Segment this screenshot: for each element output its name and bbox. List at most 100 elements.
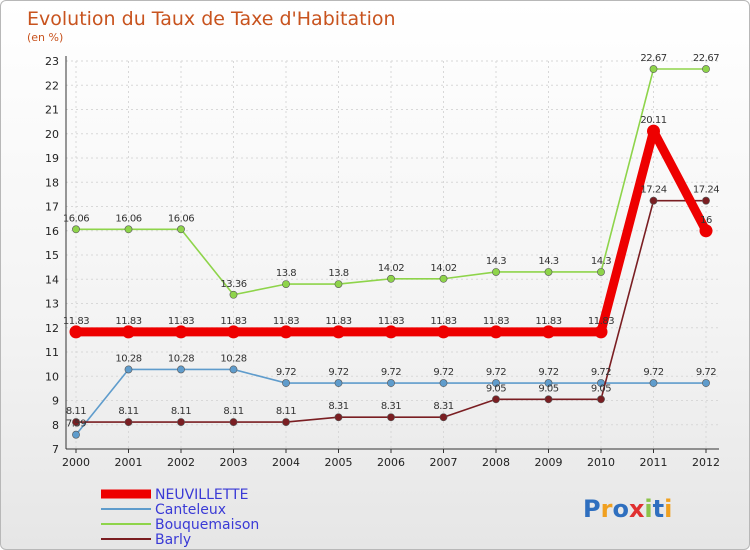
- data-point-neuvillette-2004: [279, 325, 293, 339]
- data-label-barly-2000: 8.11: [66, 406, 86, 417]
- data-point-barly-2002: [177, 418, 185, 426]
- labels-barly: 8.11 8.11 8.11 8.11 8.11 8.31 8.31 8.31 9.05 9.05…: [66, 185, 720, 417]
- data-label-barly-2001: 8.11: [118, 406, 138, 417]
- data-point-canteleux-2008: [492, 379, 500, 387]
- axes: 7 8 9 10 11 12 13 14 15 16 17 18 19 20 21 22 23 2000 2001 2…: [45, 55, 720, 469]
- y-tick-label-8: 8: [52, 419, 59, 432]
- data-label-canteleux-2010: 9.72: [591, 367, 611, 378]
- data-label-barly-2009: 9.05: [538, 383, 558, 394]
- y-tick-label-22: 22: [45, 79, 59, 92]
- proxiti-logo-text: Proxiti: [583, 495, 672, 523]
- y-tick-label-21: 21: [45, 104, 59, 117]
- data-label-barly-2005: 8.31: [328, 401, 348, 412]
- data-point-neuvillette-2011: [647, 124, 660, 138]
- x-tick-label-2002: 2002: [167, 456, 195, 469]
- data-label-canteleux-2001: 10.28: [115, 353, 141, 364]
- y-tick-label-13: 13: [45, 298, 59, 311]
- data-label-barly-2010: 9.05: [591, 383, 611, 394]
- y-tick-label-9: 9: [52, 395, 59, 408]
- data-point-bouquemaison-2006: [387, 274, 395, 283]
- data-label-bouquemaison-2000: 16.06: [63, 213, 89, 224]
- x-tick-label-2009: 2009: [535, 456, 563, 469]
- data-label-neuvillette-2011: 20.11: [640, 115, 666, 126]
- data-label-neuvillette-2005: 11.83: [325, 316, 351, 327]
- data-point-barly-2003: [229, 418, 238, 426]
- data-label-canteleux-2002: 10.28: [168, 353, 194, 364]
- data-point-canteleux-2005: [334, 379, 343, 387]
- data-label-neuvillette-2002: 11.83: [168, 316, 194, 327]
- data-label-barly-2012: 17.24: [693, 185, 719, 196]
- data-label-canteleux-2008: 9.72: [486, 367, 506, 378]
- labels-bouquemaison: 16.06 16.06 16.06 13.36 13.8 13.8 14.02 14.02 14…: [63, 53, 720, 290]
- data-label-neuvillette-2004: 11.83: [273, 316, 299, 327]
- data-point-neuvillette-2006: [384, 325, 398, 339]
- data-label-canteleux-2007: 9.72: [433, 367, 453, 378]
- data-point-neuvillette-2007: [437, 325, 450, 339]
- data-label-neuvillette-2010: 11.83: [588, 316, 614, 327]
- data-point-bouquemaison-2011: [649, 65, 658, 73]
- chart-subtitle: (en %): [27, 31, 63, 44]
- data-label-neuvillette-2000: 11.83: [63, 316, 89, 327]
- data-point-bouquemaison-2010: [597, 268, 605, 276]
- data-point-canteleux-2012: [702, 379, 710, 387]
- y-tick-label-18: 18: [45, 176, 59, 189]
- data-point-canteleux-2000: [72, 430, 80, 439]
- data-label-bouquemaison-2002: 16.06: [168, 213, 194, 224]
- y-tick-label-7: 7: [52, 443, 59, 456]
- data-label-neuvillette-2003: 11.83: [220, 316, 246, 327]
- series-bouquemaison: [72, 65, 710, 299]
- data-label-canteleux-2011: 9.72: [643, 367, 663, 378]
- y-tick-label-23: 23: [45, 55, 59, 68]
- data-point-bouquemaison-2001: [124, 225, 133, 234]
- data-label-bouquemaison-2006: 14.02: [378, 263, 404, 274]
- data-label-neuvillette-2012: 16: [700, 215, 712, 226]
- data-point-canteleux-2007: [439, 379, 448, 387]
- legend-label-neuvillette: NEUVILLETTE: [155, 487, 248, 503]
- data-point-neuvillette-2010: [594, 325, 608, 339]
- y-tick-label-20: 20: [45, 128, 59, 141]
- chart-title: Evolution du Taux de Taxe d'Habitation: [27, 8, 396, 30]
- data-label-neuvillette-2009: 11.83: [535, 316, 561, 327]
- data-label-bouquemaison-2003: 13.36: [220, 279, 246, 290]
- data-point-neuvillette-2008: [489, 325, 503, 339]
- x-tick-label-2001: 2001: [115, 456, 143, 469]
- data-point-barly-2006: [387, 413, 395, 422]
- data-point-barly-2008: [492, 395, 500, 404]
- y-tick-label-10: 10: [45, 370, 59, 383]
- data-label-bouquemaison-2004: 13.8: [276, 268, 296, 279]
- x-tick-label-2003: 2003: [220, 456, 248, 469]
- data-label-neuvillette-2008: 11.83: [483, 316, 509, 327]
- data-label-bouquemaison-2001: 16.06: [115, 213, 141, 224]
- data-point-barly-2004: [282, 418, 290, 426]
- data-point-canteleux-2002: [177, 365, 185, 374]
- data-label-bouquemaison-2012: 22.67: [693, 53, 719, 64]
- data-label-bouquemaison-2011: 22.67: [640, 53, 666, 64]
- data-point-bouquemaison-2012: [702, 65, 710, 73]
- data-label-canteleux-2000: 7.59: [66, 419, 86, 430]
- data-point-neuvillette-2003: [227, 325, 240, 339]
- data-label-barly-2007: 8.31: [433, 401, 453, 412]
- data-point-neuvillette-2009: [542, 325, 555, 339]
- data-point-barly-2000: [72, 418, 80, 426]
- data-label-barly-2002: 8.11: [171, 406, 191, 417]
- data-point-barly-2011: [649, 196, 658, 205]
- data-label-barly-2006: 8.31: [381, 401, 401, 412]
- data-point-bouquemaison-2003: [229, 290, 238, 299]
- y-tick-label-12: 12: [45, 322, 59, 335]
- data-point-neuvillette-2002: [174, 325, 188, 339]
- data-point-bouquemaison-2008: [492, 268, 500, 276]
- series-barly: [72, 196, 710, 426]
- x-tick-label-2000: 2000: [62, 456, 90, 469]
- data-point-neuvillette-2000: [69, 325, 83, 339]
- x-tick-label-2007: 2007: [430, 456, 458, 469]
- data-label-canteleux-2012: 9.72: [696, 367, 716, 378]
- x-tick-label-2005: 2005: [325, 456, 353, 469]
- data-label-barly-2003: 8.11: [223, 406, 243, 417]
- data-point-canteleux-2006: [387, 379, 395, 387]
- data-point-bouquemaison-2004: [282, 280, 290, 288]
- data-label-canteleux-2009: 9.72: [538, 367, 558, 378]
- legend-label-bouquemaison: Bouquemaison: [155, 517, 259, 533]
- data-point-canteleux-2004: [282, 379, 290, 387]
